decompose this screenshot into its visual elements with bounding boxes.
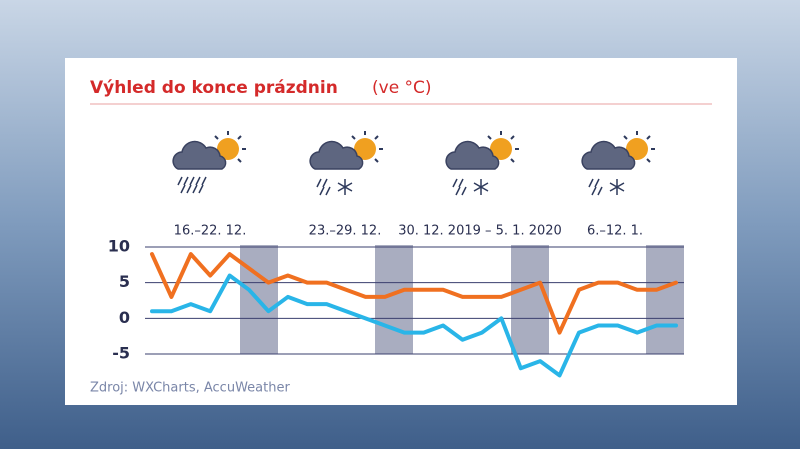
weather-icon — [581, 130, 656, 196]
weather-icon — [445, 130, 520, 196]
y-tick-label: 0 — [119, 308, 130, 327]
series-line — [150, 252, 678, 335]
week-band — [375, 245, 413, 354]
source: Zdroj: WXCharts, AccuWeather — [90, 381, 290, 396]
title: Výhled do konce prázdnin — [90, 78, 338, 98]
period-label: 6.–12. 1. — [587, 224, 643, 239]
period-label: 23.–29. 12. — [309, 224, 382, 239]
subtitle: (ve °C) — [372, 78, 432, 98]
week-band — [646, 245, 684, 354]
weather-icon — [172, 130, 247, 194]
y-tick-label: -5 — [112, 344, 130, 363]
period-label: 16.–22. 12. — [174, 224, 247, 239]
week-band — [511, 245, 549, 354]
series-line — [150, 273, 678, 378]
period-label: 30. 12. 2019 – 5. 1. 2020 — [398, 224, 562, 239]
y-tick-label: 10 — [108, 237, 130, 256]
weather-icon — [309, 130, 384, 196]
y-tick-label: 5 — [119, 272, 130, 291]
